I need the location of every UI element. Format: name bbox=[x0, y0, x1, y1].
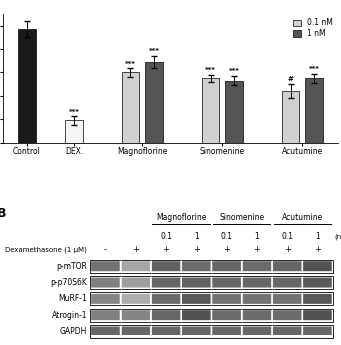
FancyBboxPatch shape bbox=[152, 310, 180, 320]
Text: (nM): (nM) bbox=[334, 233, 341, 240]
Text: ***: *** bbox=[149, 48, 160, 54]
FancyBboxPatch shape bbox=[212, 294, 241, 304]
Text: Acutumine: Acutumine bbox=[282, 213, 323, 222]
Legend: 0.1 nM, 1 nM: 0.1 nM, 1 nM bbox=[293, 18, 334, 39]
FancyBboxPatch shape bbox=[273, 261, 301, 271]
Bar bbox=[282, 91, 299, 345]
Bar bbox=[121, 72, 139, 345]
FancyBboxPatch shape bbox=[121, 261, 150, 271]
FancyBboxPatch shape bbox=[303, 310, 332, 320]
Text: ***: *** bbox=[125, 60, 136, 67]
Text: p-mTOR: p-mTOR bbox=[56, 262, 87, 271]
Text: +: + bbox=[132, 245, 139, 255]
Text: ***: *** bbox=[205, 67, 216, 73]
FancyBboxPatch shape bbox=[303, 294, 332, 304]
Text: 0.1: 0.1 bbox=[160, 232, 172, 241]
Text: 1: 1 bbox=[254, 232, 259, 241]
FancyBboxPatch shape bbox=[242, 294, 271, 304]
FancyBboxPatch shape bbox=[242, 310, 271, 320]
Text: +: + bbox=[253, 245, 260, 255]
Text: GAPDH: GAPDH bbox=[60, 327, 87, 336]
FancyBboxPatch shape bbox=[242, 277, 271, 287]
FancyBboxPatch shape bbox=[242, 326, 271, 336]
Text: 1: 1 bbox=[194, 232, 199, 241]
FancyBboxPatch shape bbox=[212, 261, 241, 271]
Bar bbox=[90, 293, 332, 305]
Bar bbox=[225, 81, 243, 345]
Text: #: # bbox=[287, 76, 294, 82]
FancyBboxPatch shape bbox=[152, 326, 180, 336]
FancyBboxPatch shape bbox=[121, 294, 150, 304]
FancyBboxPatch shape bbox=[152, 277, 180, 287]
Text: +: + bbox=[223, 245, 230, 255]
Text: 1: 1 bbox=[315, 232, 320, 241]
Text: ***: *** bbox=[228, 68, 239, 74]
FancyBboxPatch shape bbox=[273, 277, 301, 287]
FancyBboxPatch shape bbox=[182, 294, 211, 304]
FancyBboxPatch shape bbox=[152, 294, 180, 304]
Bar bbox=[90, 325, 332, 338]
Bar bbox=[90, 309, 332, 322]
FancyBboxPatch shape bbox=[212, 326, 241, 336]
FancyBboxPatch shape bbox=[152, 261, 180, 271]
FancyBboxPatch shape bbox=[121, 277, 150, 287]
FancyBboxPatch shape bbox=[242, 261, 271, 271]
Bar bbox=[90, 276, 332, 289]
Text: ***: *** bbox=[309, 66, 320, 72]
Text: +: + bbox=[163, 245, 169, 255]
Text: +: + bbox=[314, 245, 321, 255]
FancyBboxPatch shape bbox=[273, 310, 301, 320]
Text: Sinomenine: Sinomenine bbox=[219, 213, 264, 222]
Text: p-p70S6K: p-p70S6K bbox=[50, 278, 87, 287]
FancyBboxPatch shape bbox=[212, 310, 241, 320]
FancyBboxPatch shape bbox=[273, 294, 301, 304]
FancyBboxPatch shape bbox=[91, 277, 120, 287]
FancyBboxPatch shape bbox=[303, 261, 332, 271]
Text: ***: *** bbox=[69, 109, 79, 115]
Text: +: + bbox=[284, 245, 291, 255]
FancyBboxPatch shape bbox=[182, 326, 211, 336]
Bar bbox=[90, 260, 332, 273]
FancyBboxPatch shape bbox=[273, 326, 301, 336]
Text: B: B bbox=[0, 207, 6, 220]
FancyBboxPatch shape bbox=[303, 326, 332, 336]
FancyBboxPatch shape bbox=[212, 277, 241, 287]
FancyBboxPatch shape bbox=[182, 277, 211, 287]
Bar bbox=[65, 120, 83, 345]
Text: +: + bbox=[193, 245, 200, 255]
Bar bbox=[202, 78, 220, 345]
FancyBboxPatch shape bbox=[91, 261, 120, 271]
Text: Magnoflorine: Magnoflorine bbox=[156, 213, 206, 222]
Bar bbox=[305, 78, 323, 345]
Bar bbox=[145, 62, 163, 345]
Text: -: - bbox=[104, 245, 107, 255]
FancyBboxPatch shape bbox=[91, 310, 120, 320]
FancyBboxPatch shape bbox=[121, 310, 150, 320]
FancyBboxPatch shape bbox=[182, 310, 211, 320]
FancyBboxPatch shape bbox=[182, 261, 211, 271]
Text: 0.1: 0.1 bbox=[281, 232, 293, 241]
FancyBboxPatch shape bbox=[121, 326, 150, 336]
Text: Atrogin-1: Atrogin-1 bbox=[51, 311, 87, 320]
FancyBboxPatch shape bbox=[91, 326, 120, 336]
FancyBboxPatch shape bbox=[303, 277, 332, 287]
FancyBboxPatch shape bbox=[91, 294, 120, 304]
Bar bbox=[18, 29, 36, 345]
Text: 0.1: 0.1 bbox=[221, 232, 233, 241]
Text: MuRF-1: MuRF-1 bbox=[58, 294, 87, 303]
Text: Dexamethasone (1 μM): Dexamethasone (1 μM) bbox=[5, 247, 87, 253]
